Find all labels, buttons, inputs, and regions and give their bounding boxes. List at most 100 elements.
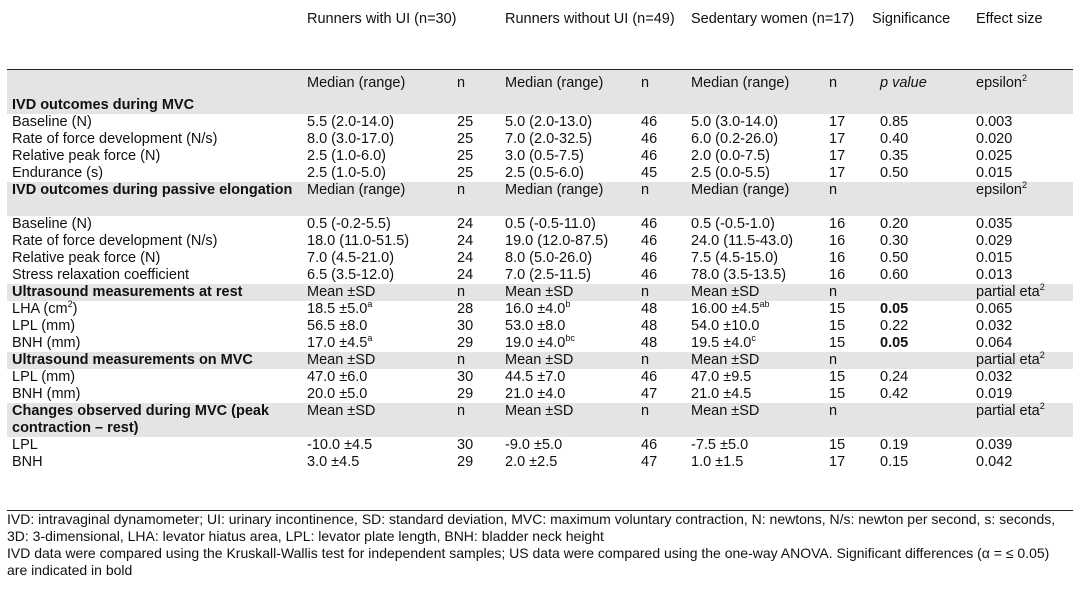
- p-value: 0.60: [880, 267, 909, 283]
- subheader-median: Median (range): [505, 69, 641, 97]
- n-runners-with-ui: 25: [457, 114, 474, 130]
- value-sedentary: 19.5 ±4.0c: [691, 333, 756, 351]
- p-value: 0.50: [880, 165, 909, 181]
- subheader-n: n: [829, 403, 872, 437]
- n-runners-with-ui: 28: [457, 301, 474, 317]
- table-row: Rate of force development (N/s) 8.0 (3.0-…: [7, 131, 1073, 148]
- p-value: 0.42: [880, 386, 909, 402]
- subheader-mean-sd: Mean ±SD: [307, 403, 457, 437]
- effect-size: 0.015: [976, 250, 1013, 266]
- value-sedentary: -7.5 ±5.0: [691, 437, 749, 453]
- subheader-mean-sd: Mean ±SD: [691, 284, 829, 301]
- section-header: Ultrasound measurements on MVC Mean ±SD …: [7, 351, 1073, 369]
- n-runners-without-ui: 46: [641, 267, 658, 283]
- n-runners-with-ui: 30: [457, 437, 474, 453]
- n-sedentary: 17: [829, 148, 846, 164]
- col-header-sedentary: Sedentary women (n=17): [691, 6, 872, 70]
- n-runners-without-ui: 45: [641, 165, 658, 181]
- n-runners-with-ui: 24: [457, 216, 474, 232]
- subheader-n: n: [829, 284, 872, 301]
- value-runners-with-ui: 20.0 ±5.0: [307, 386, 368, 402]
- effect-size: 0.013: [976, 267, 1013, 283]
- table-row: LPL -10.0 ±4.5 30 -9.0 ±5.0 46 -7.5 ±5.0 15 0.1…: [7, 437, 1073, 454]
- n-sedentary: 16: [829, 250, 846, 266]
- section-title: IVD outcomes during passive elongation: [7, 182, 307, 216]
- subheader-row: Median (range) n Median (range) n Median…: [7, 69, 1073, 97]
- n-runners-with-ui: 30: [457, 369, 474, 385]
- section-header: IVD outcomes during MVC: [7, 97, 1073, 114]
- section-title: IVD outcomes during MVC: [7, 97, 1073, 114]
- effect-size: 0.019: [976, 386, 1013, 402]
- subheader-n: n: [829, 352, 872, 369]
- value-runners-without-ui: 3.0 (0.5-7.5): [505, 148, 584, 164]
- subheader-mean-sd: Mean ±SD: [307, 352, 457, 369]
- value-runners-without-ui: 5.0 (2.0-13.0): [505, 114, 593, 130]
- effect-size: 0.020: [976, 131, 1013, 147]
- subheader-median: Median (range): [505, 182, 641, 216]
- value-runners-without-ui: 7.0 (2.0-32.5): [505, 131, 593, 147]
- table-row: Endurance (s) 2.5 (1.0-5.0) 25 2.5 (0.5-6.0…: [7, 165, 1073, 182]
- row-label: Rate of force development (N/s): [12, 131, 218, 147]
- section-title: Changes observed during MVC (peak contra…: [7, 403, 307, 437]
- value-sedentary: 47.0 ±9.5: [691, 369, 752, 385]
- n-runners-without-ui: 46: [641, 250, 658, 266]
- n-runners-with-ui: 24: [457, 233, 474, 249]
- column-header-row: Runners with UI (n=30) Runners without U…: [7, 6, 1073, 70]
- n-runners-without-ui: 46: [641, 216, 658, 232]
- effect-size: 0.065: [976, 301, 1013, 317]
- n-sedentary: 17: [829, 131, 846, 147]
- n-runners-with-ui: 30: [457, 318, 474, 334]
- value-runners-without-ui: 8.0 (5.0-26.0): [505, 250, 593, 266]
- subheader-n: n: [457, 403, 505, 437]
- n-sedentary: 16: [829, 233, 846, 249]
- value-runners-with-ui: 47.0 ±6.0: [307, 369, 368, 385]
- n-sedentary: 15: [829, 386, 846, 402]
- subheader-mean-sd: Mean ±SD: [691, 403, 829, 437]
- value-runners-with-ui: 3.0 ±4.5: [307, 454, 360, 470]
- value-runners-with-ui: 0.5 (-0.2-5.5): [307, 216, 391, 232]
- table-footnotes: IVD: intravaginal dynamometer; UI: urina…: [7, 510, 1073, 579]
- value-sedentary: 2.0 (0.0-7.5): [691, 148, 770, 164]
- row-label: Relative peak force (N): [12, 250, 161, 266]
- effect-size: 0.025: [976, 148, 1013, 164]
- row-label: LPL (mm): [12, 318, 76, 334]
- value-runners-without-ui: 19.0 (12.0-87.5): [505, 233, 609, 249]
- p-value: 0.35: [880, 148, 909, 164]
- col-header-runners-with-ui: Runners with UI (n=30): [307, 6, 505, 70]
- table-row: BNH (mm) 17.0 ±4.5a 29 19.0 ±4.0bc 48 19.5 ±4…: [7, 333, 1073, 352]
- p-value: 0.05: [880, 335, 909, 351]
- n-runners-with-ui: 25: [457, 148, 474, 164]
- col-header-effect-size: Effect size: [976, 6, 1073, 70]
- subheader-median: Median (range): [691, 69, 829, 97]
- n-runners-without-ui: 47: [641, 386, 658, 402]
- subheader-n: n: [457, 69, 505, 97]
- value-runners-with-ui: 18.0 (11.0-51.5): [307, 233, 410, 249]
- value-runners-without-ui: 53.0 ±8.0: [505, 318, 566, 334]
- value-runners-without-ui: 2.5 (0.5-6.0): [505, 165, 584, 181]
- n-runners-without-ui: 48: [641, 301, 658, 317]
- n-runners-without-ui: 46: [641, 148, 658, 164]
- value-runners-without-ui: 16.0 ±4.0b: [505, 299, 571, 317]
- row-label: Endurance (s): [12, 165, 104, 181]
- n-runners-without-ui: 48: [641, 335, 658, 351]
- value-sedentary: 78.0 (3.5-13.5): [691, 267, 787, 283]
- subheader-partial-eta: partial eta2: [976, 402, 1073, 437]
- value-runners-without-ui: 2.0 ±2.5: [505, 454, 558, 470]
- table-row: Relative peak force (N) 2.5 (1.0-6.0) 25 3.…: [7, 148, 1073, 165]
- subheader-mean-sd: Mean ±SD: [505, 284, 641, 301]
- n-sedentary: 15: [829, 318, 846, 334]
- value-sedentary: 7.5 (4.5-15.0): [691, 250, 779, 266]
- p-value: 0.22: [880, 318, 909, 334]
- n-sedentary: 17: [829, 114, 846, 130]
- table-row: Rate of force development (N/s) 18.0 (11.…: [7, 233, 1073, 250]
- row-label: BNH (mm): [12, 335, 81, 351]
- n-runners-without-ui: 46: [641, 114, 658, 130]
- value-sedentary: 5.0 (3.0-14.0): [691, 114, 779, 130]
- value-runners-with-ui: 2.5 (1.0-5.0): [307, 165, 386, 181]
- subheader-median: Median (range): [307, 182, 457, 216]
- p-value: 0.20: [880, 216, 909, 232]
- n-sedentary: 16: [829, 267, 846, 283]
- subheader-epsilon: epsilon2: [976, 69, 1073, 97]
- n-runners-without-ui: 46: [641, 233, 658, 249]
- effect-size: 0.042: [976, 454, 1013, 470]
